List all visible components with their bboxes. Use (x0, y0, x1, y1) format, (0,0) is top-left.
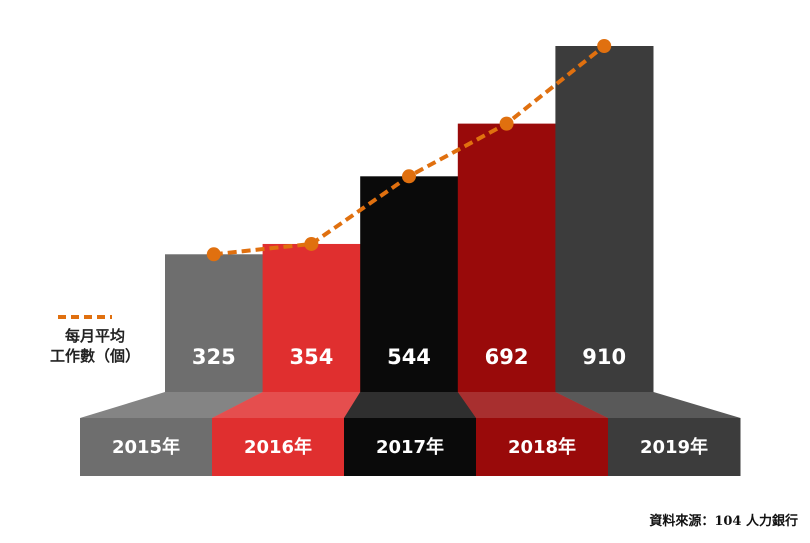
base-top (212, 392, 361, 418)
x-tick-label: 2018年 (508, 436, 576, 458)
x-tick-label: 2019年 (640, 436, 708, 458)
base-front (212, 418, 345, 476)
value-label: 354 (289, 345, 333, 369)
line-marker (499, 116, 514, 131)
bar (360, 176, 459, 392)
line-marker (597, 39, 612, 53)
base-front (344, 418, 477, 476)
bar (555, 46, 654, 392)
x-tick-label: 2016年 (244, 436, 312, 458)
base-top (344, 392, 477, 418)
line-marker (304, 236, 319, 251)
bar (165, 254, 264, 392)
legend-label: 每月平均 工作數（個） (49, 327, 140, 365)
base-top (457, 392, 609, 418)
base-top (80, 392, 264, 418)
source-note: 資料來源：104 人力銀行 (649, 514, 798, 529)
base-front (476, 418, 609, 476)
bar (262, 243, 361, 392)
x-tick-label: 2017年 (376, 436, 444, 458)
bar (457, 123, 556, 392)
value-label: 325 (192, 345, 236, 369)
line-marker (206, 247, 221, 262)
value-label: 910 (582, 345, 626, 369)
base-top (555, 392, 741, 418)
base-front (80, 418, 213, 476)
value-label: 544 (387, 345, 431, 369)
line-marker (402, 169, 416, 184)
x-tick-label: 2015年 (112, 436, 180, 458)
base-front (608, 418, 741, 476)
value-label: 692 (485, 345, 529, 369)
